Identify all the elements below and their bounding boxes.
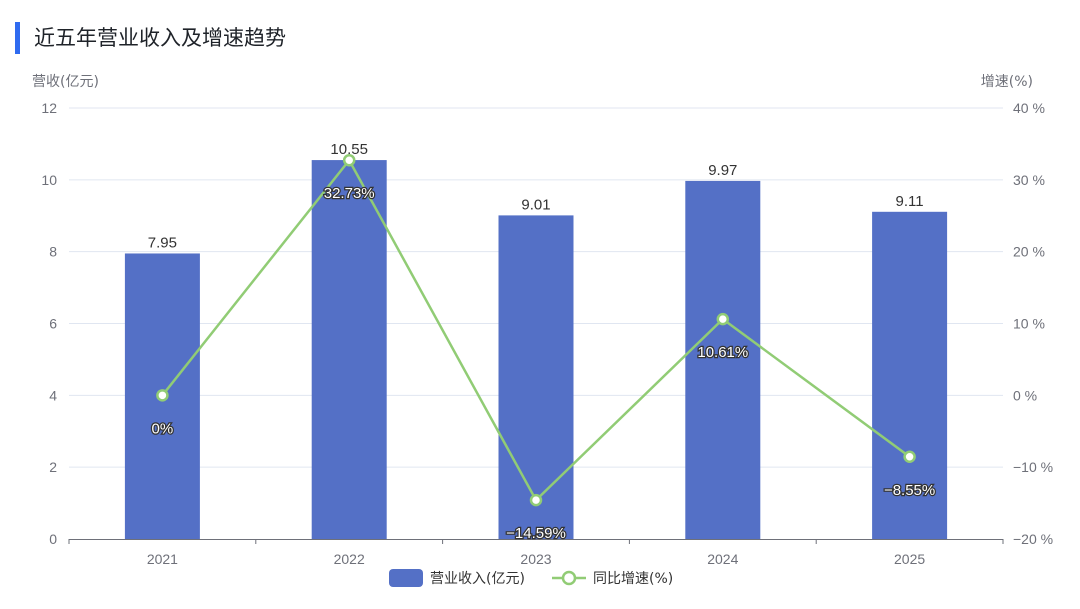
- right-axis-tick: 40 %: [1013, 100, 1045, 116]
- growth-point[interactable]: [716, 312, 730, 326]
- x-axis-label: 2024: [707, 551, 738, 567]
- x-axis-label: 2023: [520, 551, 551, 567]
- right-axis-tick: 10 %: [1013, 316, 1045, 332]
- growth-point-label: −8.55%: [884, 482, 935, 499]
- right-axis-tick: 0 %: [1013, 387, 1037, 403]
- legend-line-label[interactable]: 同比增速(%): [593, 571, 673, 587]
- growth-point[interactable]: [529, 493, 543, 507]
- left-axis-name: 营收(亿元): [32, 74, 99, 90]
- revenue-bar-label: 9.97: [708, 162, 737, 179]
- revenue-bar[interactable]: [498, 215, 574, 539]
- legend-bar-label[interactable]: 营业收入(亿元): [430, 571, 525, 587]
- growth-point-label: 0%: [152, 420, 174, 437]
- right-axis-tick: −10 %: [1013, 459, 1053, 475]
- revenue-bar[interactable]: [872, 211, 948, 539]
- growth-point[interactable]: [342, 153, 356, 167]
- growth-point-label: 32.73%: [324, 185, 375, 202]
- revenue-bar[interactable]: [311, 160, 387, 539]
- left-axis-tick: 4: [49, 387, 57, 403]
- left-axis-tick: 12: [41, 100, 57, 116]
- growth-point[interactable]: [156, 389, 169, 402]
- x-axis-label: 2021: [147, 551, 178, 567]
- growth-point-label: 10.61%: [697, 344, 748, 361]
- legend-bar-swatch[interactable]: [389, 569, 423, 587]
- revenue-bar-label: 9.01: [521, 196, 550, 213]
- left-axis-tick: 0: [49, 531, 57, 547]
- growth-point-label: −14.59%: [506, 525, 566, 542]
- revenue-bar-label: 9.11: [896, 193, 924, 210]
- x-axis-label: 2025: [894, 551, 925, 567]
- x-axis-label: 2022: [334, 551, 365, 567]
- left-axis-tick: 6: [49, 316, 57, 332]
- chart-title: 近五年营业收入及增速趋势: [34, 26, 286, 50]
- right-axis-tick: −20 %: [1013, 531, 1053, 547]
- right-axis-tick: 30 %: [1013, 172, 1045, 188]
- revenue-bar[interactable]: [685, 180, 761, 539]
- legend-line-marker-icon: [561, 570, 577, 586]
- growth-point[interactable]: [903, 450, 916, 464]
- right-axis-tick: 20 %: [1013, 244, 1045, 260]
- left-axis-tick: 8: [49, 244, 57, 260]
- right-axis-name: 增速(%): [981, 74, 1033, 90]
- revenue-bar-label: 7.95: [148, 234, 177, 251]
- left-axis-tick: 2: [49, 459, 57, 475]
- title-accent-bar: [15, 22, 20, 54]
- revenue-bar-label: 10.55: [330, 141, 368, 158]
- left-axis-tick: 10: [41, 172, 57, 188]
